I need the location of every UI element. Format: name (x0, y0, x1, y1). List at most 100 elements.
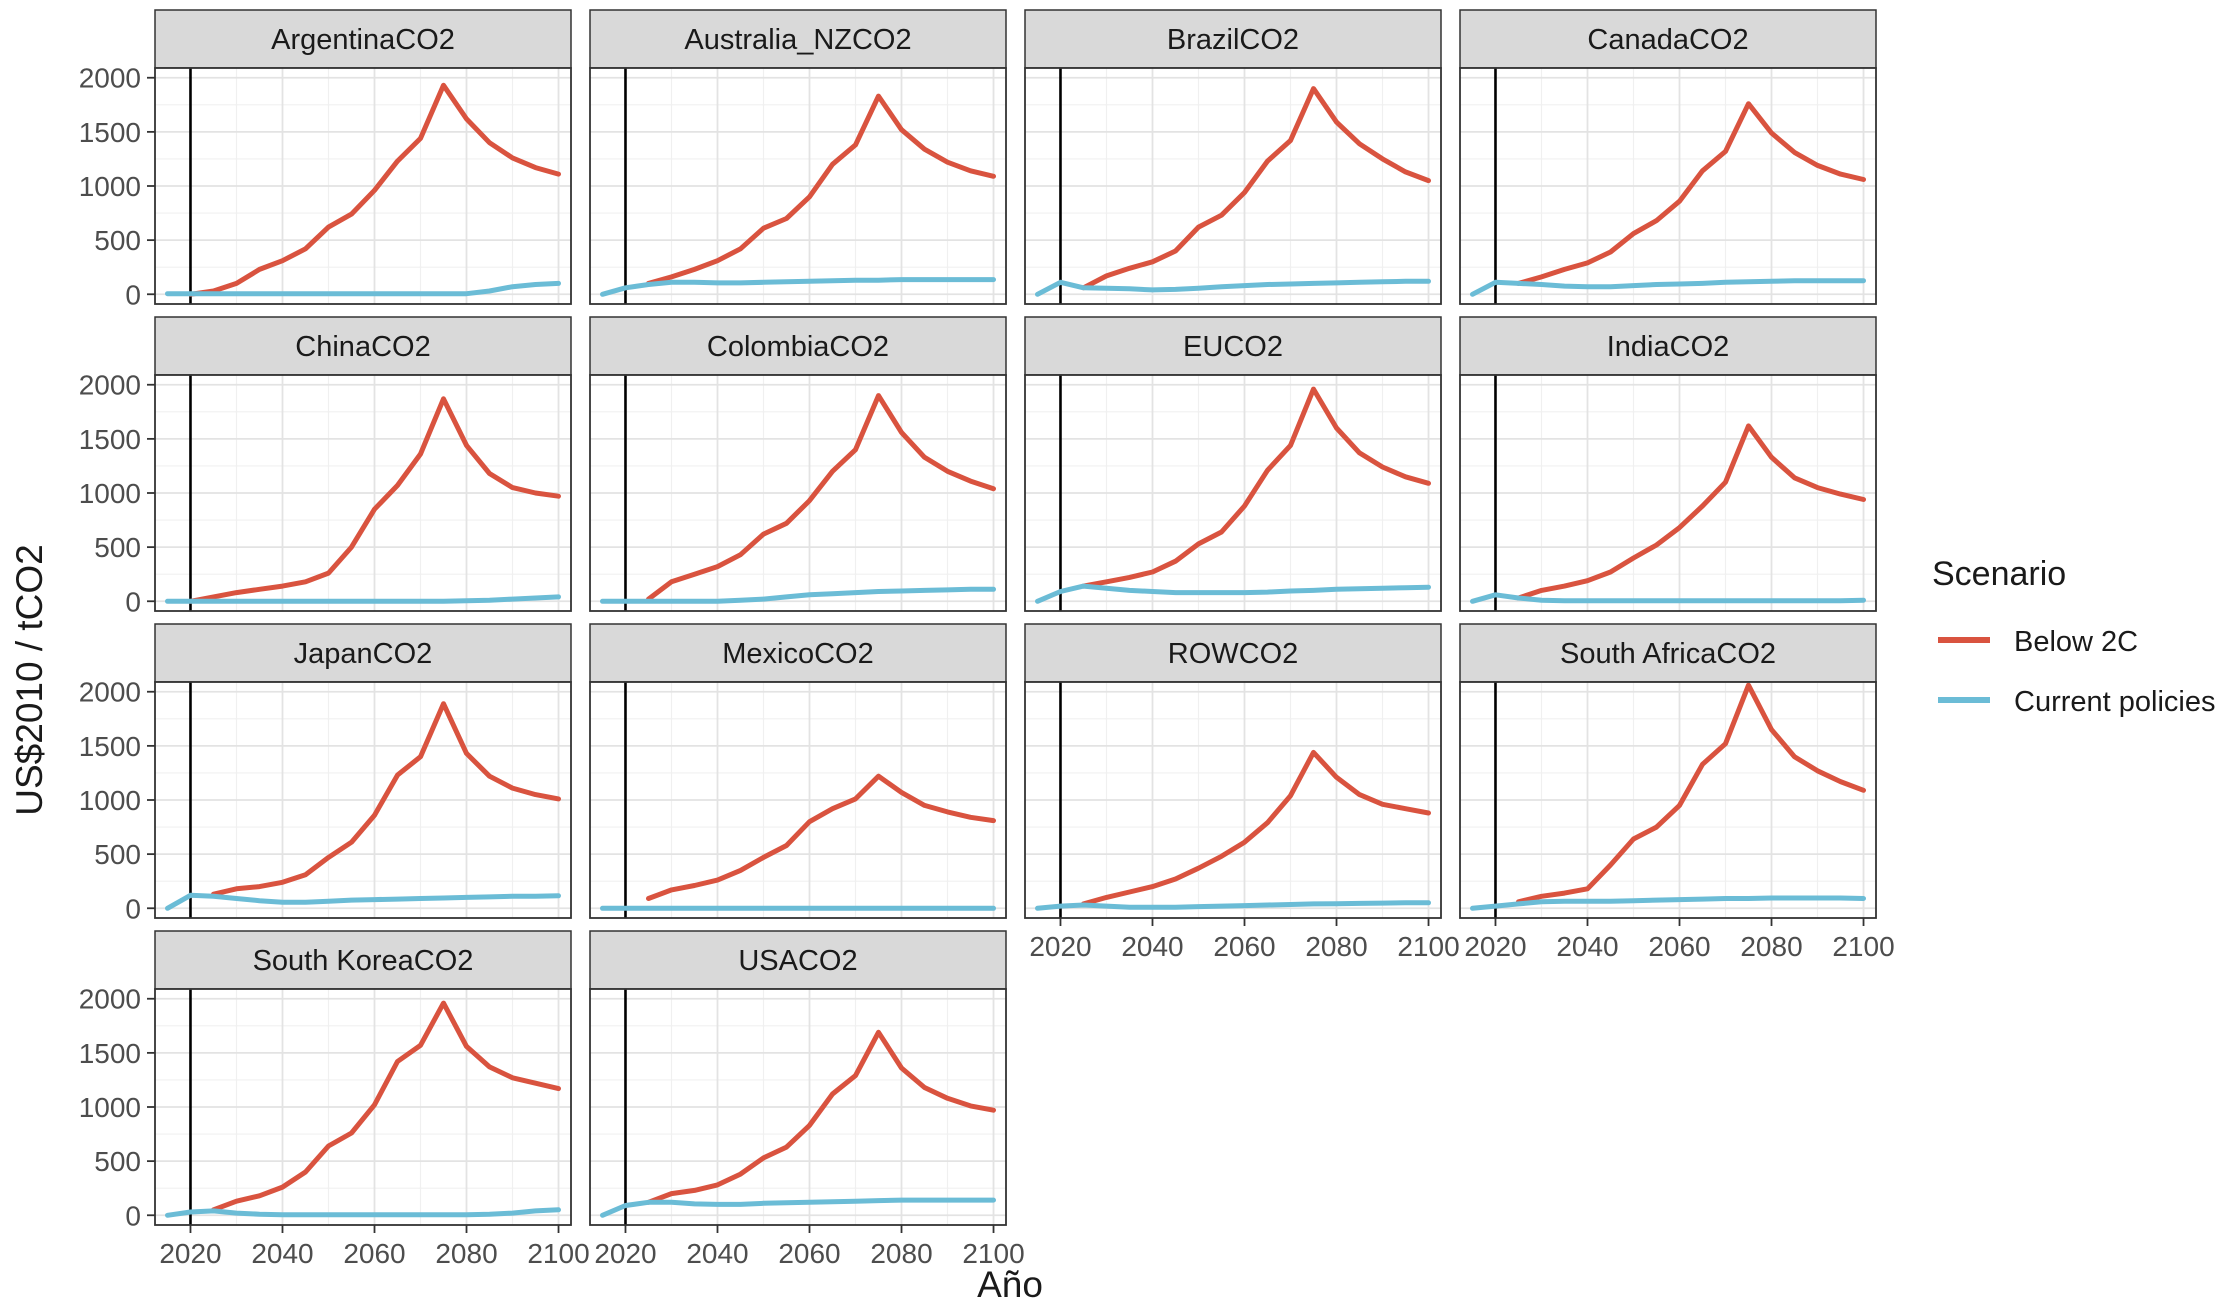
x-tick-label: 2040 (686, 1238, 748, 1269)
facet-strip-label: ROWCO2 (1168, 638, 1299, 670)
series-line-below-2c (1516, 423, 1866, 601)
y-tick-label: 2000 (79, 63, 141, 94)
facet-strip (154, 623, 572, 683)
facet-strip-label: MexicoCO2 (722, 638, 874, 670)
series-line-current-policies (1470, 592, 1866, 604)
x-tick-label: 2080 (870, 1238, 932, 1269)
facet-strip-label: IndiaCO2 (1607, 331, 1730, 363)
series-line-below-2c (1081, 749, 1431, 907)
series-line-current-policies (165, 594, 561, 604)
panel-border (1024, 374, 1442, 612)
facet-strip-label: South KoreaCO2 (253, 945, 474, 977)
facet-panel: Australia_NZCO2 (589, 9, 1007, 305)
facet-panel: ROWCO2 2020 2040 2060 2080 2100 (1024, 623, 1460, 962)
x-axis-title: Año (977, 1264, 1043, 1305)
x-tick-label: 2060 (343, 1238, 405, 1269)
y-tick-label: 0 (125, 279, 141, 310)
facet-panel: ArgentinaCO2 0 500 1000 1500 2000 (79, 9, 572, 310)
series-line-below-2c (646, 93, 996, 286)
y-tick-label: 1500 (79, 1038, 141, 1069)
y-tick-label: 1000 (79, 1092, 141, 1123)
facet-panel: EUCO2 (1024, 316, 1442, 612)
series-line-below-2c (646, 393, 996, 602)
x-tick-label: 2060 (778, 1238, 840, 1269)
series-line-current-policies (1470, 895, 1866, 911)
y-tick-label: 500 (94, 225, 141, 256)
panel-border (1459, 374, 1877, 612)
series-line-current-policies (165, 892, 561, 911)
series-line-below-2c (188, 396, 561, 604)
series-line-current-policies (1035, 583, 1431, 604)
x-tick-label: 2020 (159, 1238, 221, 1269)
x-tick-label: 2080 (1305, 931, 1367, 962)
series-line-below-2c (1516, 682, 1866, 905)
facet-strip (1024, 316, 1442, 376)
legend-label-below-2c: Below 2C (2014, 626, 2138, 658)
facet-strip-label: Australia_NZCO2 (684, 24, 911, 56)
facet-strip (589, 930, 1007, 990)
y-tick-label: 1000 (79, 478, 141, 509)
x-tick-label: 2040 (1556, 931, 1618, 962)
facet-strip-label: BrazilCO2 (1167, 24, 1299, 56)
x-tick-label: 2100 (962, 1238, 1024, 1269)
y-tick-label: 1500 (79, 731, 141, 762)
facet-panel: South AfricaCO2 2020 2040 2060 2080 2100 (1459, 623, 1895, 962)
facet-strip (154, 9, 572, 69)
facet-strip (1459, 623, 1877, 683)
facet-panel: ChinaCO2 0 500 1000 1500 2000 (79, 316, 572, 617)
legend-label-current-policies: Current policies (2014, 686, 2215, 718)
facet-panels: ArgentinaCO2 0 500 1000 1500 2000 Australia_NZ… (79, 9, 1895, 1269)
x-tick-label: 2100 (1397, 931, 1459, 962)
facet-strip (1024, 9, 1442, 69)
facet-strip (154, 316, 572, 376)
x-tick-label: 2040 (1121, 931, 1183, 962)
series-line-current-policies (1470, 278, 1866, 297)
facet-strip (589, 316, 1007, 376)
panel-border (1024, 681, 1442, 919)
panel-border (1024, 67, 1442, 305)
facet-panel: JapanCO2 0 500 1000 1500 2000 (79, 623, 572, 924)
series-line-below-2c (188, 82, 561, 297)
series-line-current-policies (600, 1197, 996, 1218)
facet-panel: BrazilCO2 (1024, 9, 1442, 305)
series-line-current-policies (1035, 900, 1431, 911)
x-tick-label: 2040 (251, 1238, 313, 1269)
panel-border (1459, 681, 1877, 919)
panel-border (1459, 67, 1877, 305)
x-tick-label: 2020 (594, 1238, 656, 1269)
series-line-below-2c (1081, 86, 1431, 291)
y-axis-title: US$2010 / tCO2 (9, 544, 50, 815)
facet-strip-label: USACO2 (738, 945, 857, 977)
facet-strip (154, 930, 572, 990)
facet-strip (1024, 623, 1442, 683)
facet-panel: CanadaCO2 (1459, 9, 1877, 305)
series-line-below-2c (646, 1029, 996, 1205)
series-line-below-2c (211, 1000, 561, 1213)
y-tick-label: 0 (125, 893, 141, 924)
facet-strip-label: CanadaCO2 (1587, 24, 1748, 56)
x-tick-label: 2080 (435, 1238, 497, 1269)
facet-strip-label: EUCO2 (1183, 331, 1283, 363)
legend: Scenario Below 2C Current policies (1932, 555, 2215, 718)
y-tick-label: 1500 (79, 117, 141, 148)
y-tick-label: 1000 (79, 171, 141, 202)
facet-strip-label: South AfricaCO2 (1560, 638, 1776, 670)
x-tick-label: 2060 (1213, 931, 1275, 962)
x-tick-label: 2020 (1029, 931, 1091, 962)
series-line-below-2c (1081, 386, 1431, 589)
y-tick-label: 500 (94, 532, 141, 563)
y-tick-label: 500 (94, 1146, 141, 1177)
facet-panel: IndiaCO2 (1459, 316, 1877, 612)
panel-border (589, 67, 1007, 305)
y-tick-label: 1500 (79, 424, 141, 455)
panel-border (589, 374, 1007, 612)
facet-strip (1459, 316, 1877, 376)
series-line-current-policies (600, 586, 996, 604)
y-tick-label: 2000 (79, 984, 141, 1015)
legend-title: Scenario (1932, 555, 2066, 593)
facet-panel: South KoreaCO2 0 500 1000 1500 2000 2020 2040 20… (79, 930, 590, 1269)
facet-strip-label: JapanCO2 (294, 638, 433, 670)
series-line-current-policies (600, 277, 996, 297)
